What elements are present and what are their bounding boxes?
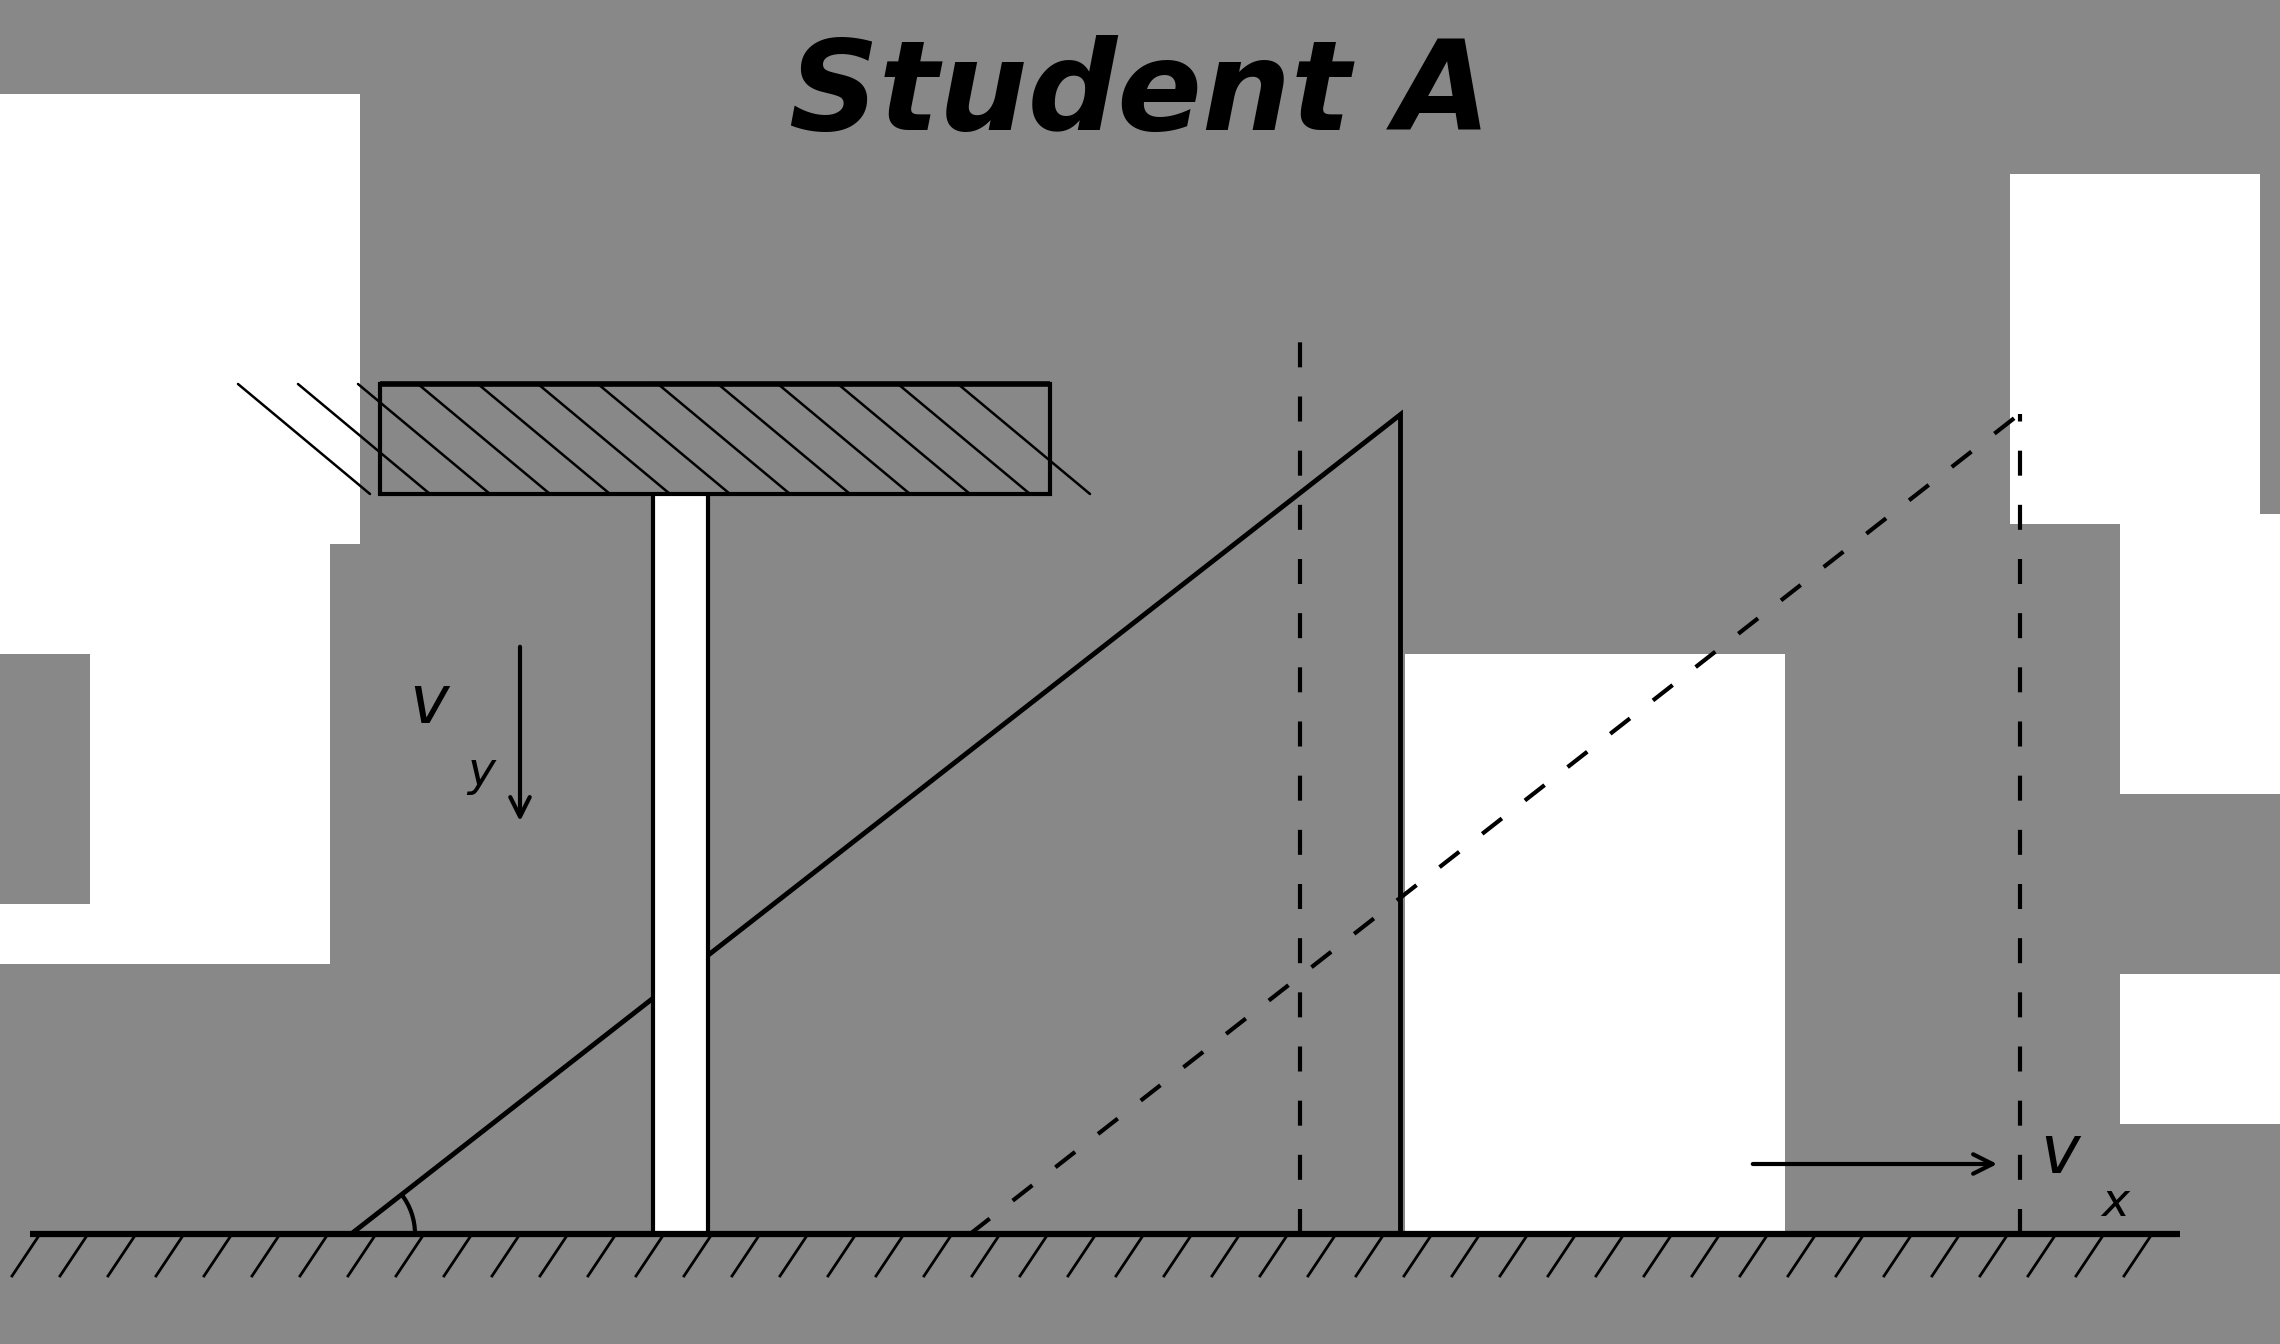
Text: Student A: Student A	[789, 35, 1491, 156]
Bar	[2120, 974, 2280, 1124]
Bar	[0, 94, 360, 544]
Bar	[0, 655, 89, 905]
Text: $\mathit{x}$: $\mathit{x}$	[2100, 1181, 2132, 1227]
Bar	[652, 384, 707, 1234]
Bar	[0, 544, 331, 964]
Text: $\mathit{v}$: $\mathit{v}$	[408, 671, 451, 737]
Text: $\mathit{v}$: $\mathit{v}$	[2041, 1121, 2082, 1187]
Bar	[381, 384, 1051, 495]
Polygon shape	[351, 414, 1400, 1234]
Bar	[2120, 513, 2280, 794]
Bar	[1404, 655, 1785, 1234]
Text: $\mathit{y}$: $\mathit{y}$	[465, 751, 497, 797]
Bar	[2011, 173, 2259, 524]
